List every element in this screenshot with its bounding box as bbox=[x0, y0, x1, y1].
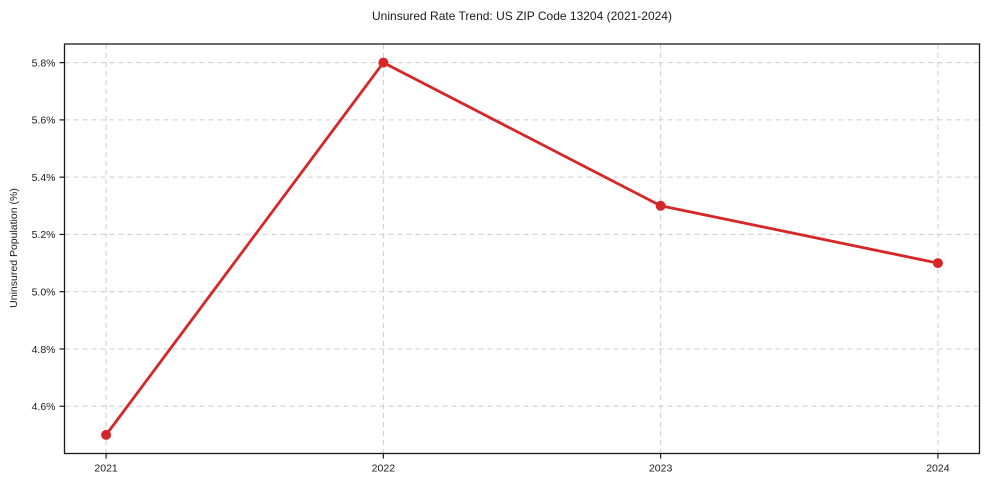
x-tick-label: 2022 bbox=[372, 463, 396, 475]
plot-border bbox=[63, 43, 981, 455]
data-point bbox=[655, 200, 666, 211]
data-point bbox=[932, 258, 943, 269]
y-tick-label: 4.6% bbox=[32, 401, 56, 413]
y-tick-label: 5.8% bbox=[32, 57, 56, 69]
data-point bbox=[378, 57, 389, 68]
chart-title: Uninsured Rate Trend: US ZIP Code 13204 … bbox=[372, 9, 672, 23]
gridlines bbox=[64, 44, 980, 454]
data-point bbox=[101, 429, 112, 440]
y-tick-label: 4.8% bbox=[32, 344, 56, 356]
data-points bbox=[101, 57, 943, 440]
y-axis: 4.6% 4.8% 5.0% 5.2% 5.4% 5.6% 5.8% bbox=[32, 57, 65, 413]
x-tick-label: 2021 bbox=[94, 463, 118, 475]
x-tick-label: 2024 bbox=[926, 463, 950, 475]
x-axis: 2021 2022 2023 2024 bbox=[94, 453, 950, 475]
y-tick-label: 5.2% bbox=[32, 229, 56, 241]
y-axis-title: Uninsured Population (%) bbox=[8, 188, 20, 308]
y-tick-label: 5.4% bbox=[32, 172, 56, 184]
y-tick-label: 5.0% bbox=[32, 287, 56, 299]
trend-line bbox=[104, 61, 940, 437]
x-tick-label: 2023 bbox=[649, 463, 673, 475]
y-tick-label: 5.6% bbox=[32, 115, 56, 127]
